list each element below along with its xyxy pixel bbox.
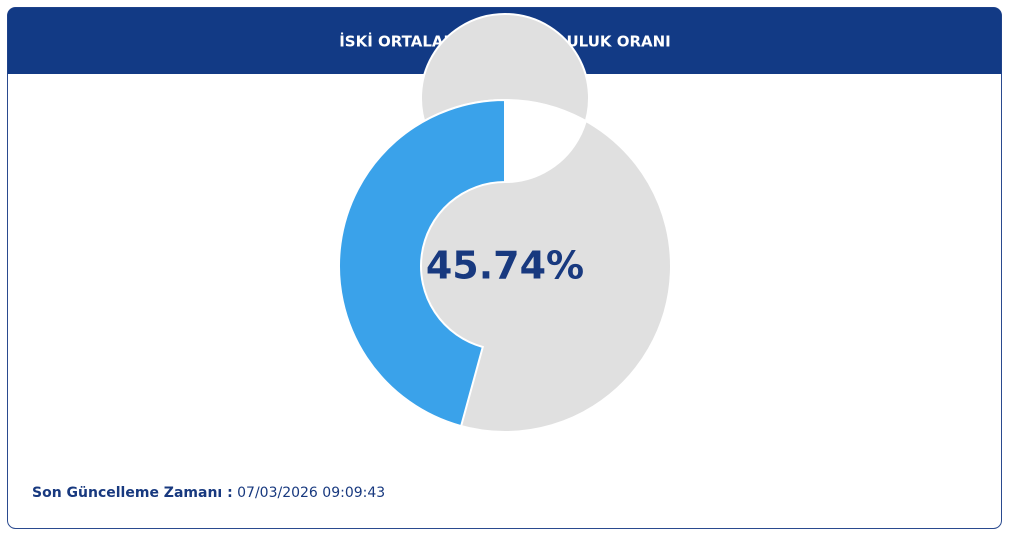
donut-segment <box>338 98 506 428</box>
footer-value: 07/03/2026 09:09:43 <box>237 485 385 501</box>
footer-label: Son Güncelleme Zamanı : <box>32 485 233 501</box>
donut <box>338 13 672 433</box>
footer: Son Güncelleme Zamanı : 07/03/2026 09:09… <box>32 485 385 501</box>
center-label: 45.74% <box>426 244 584 288</box>
